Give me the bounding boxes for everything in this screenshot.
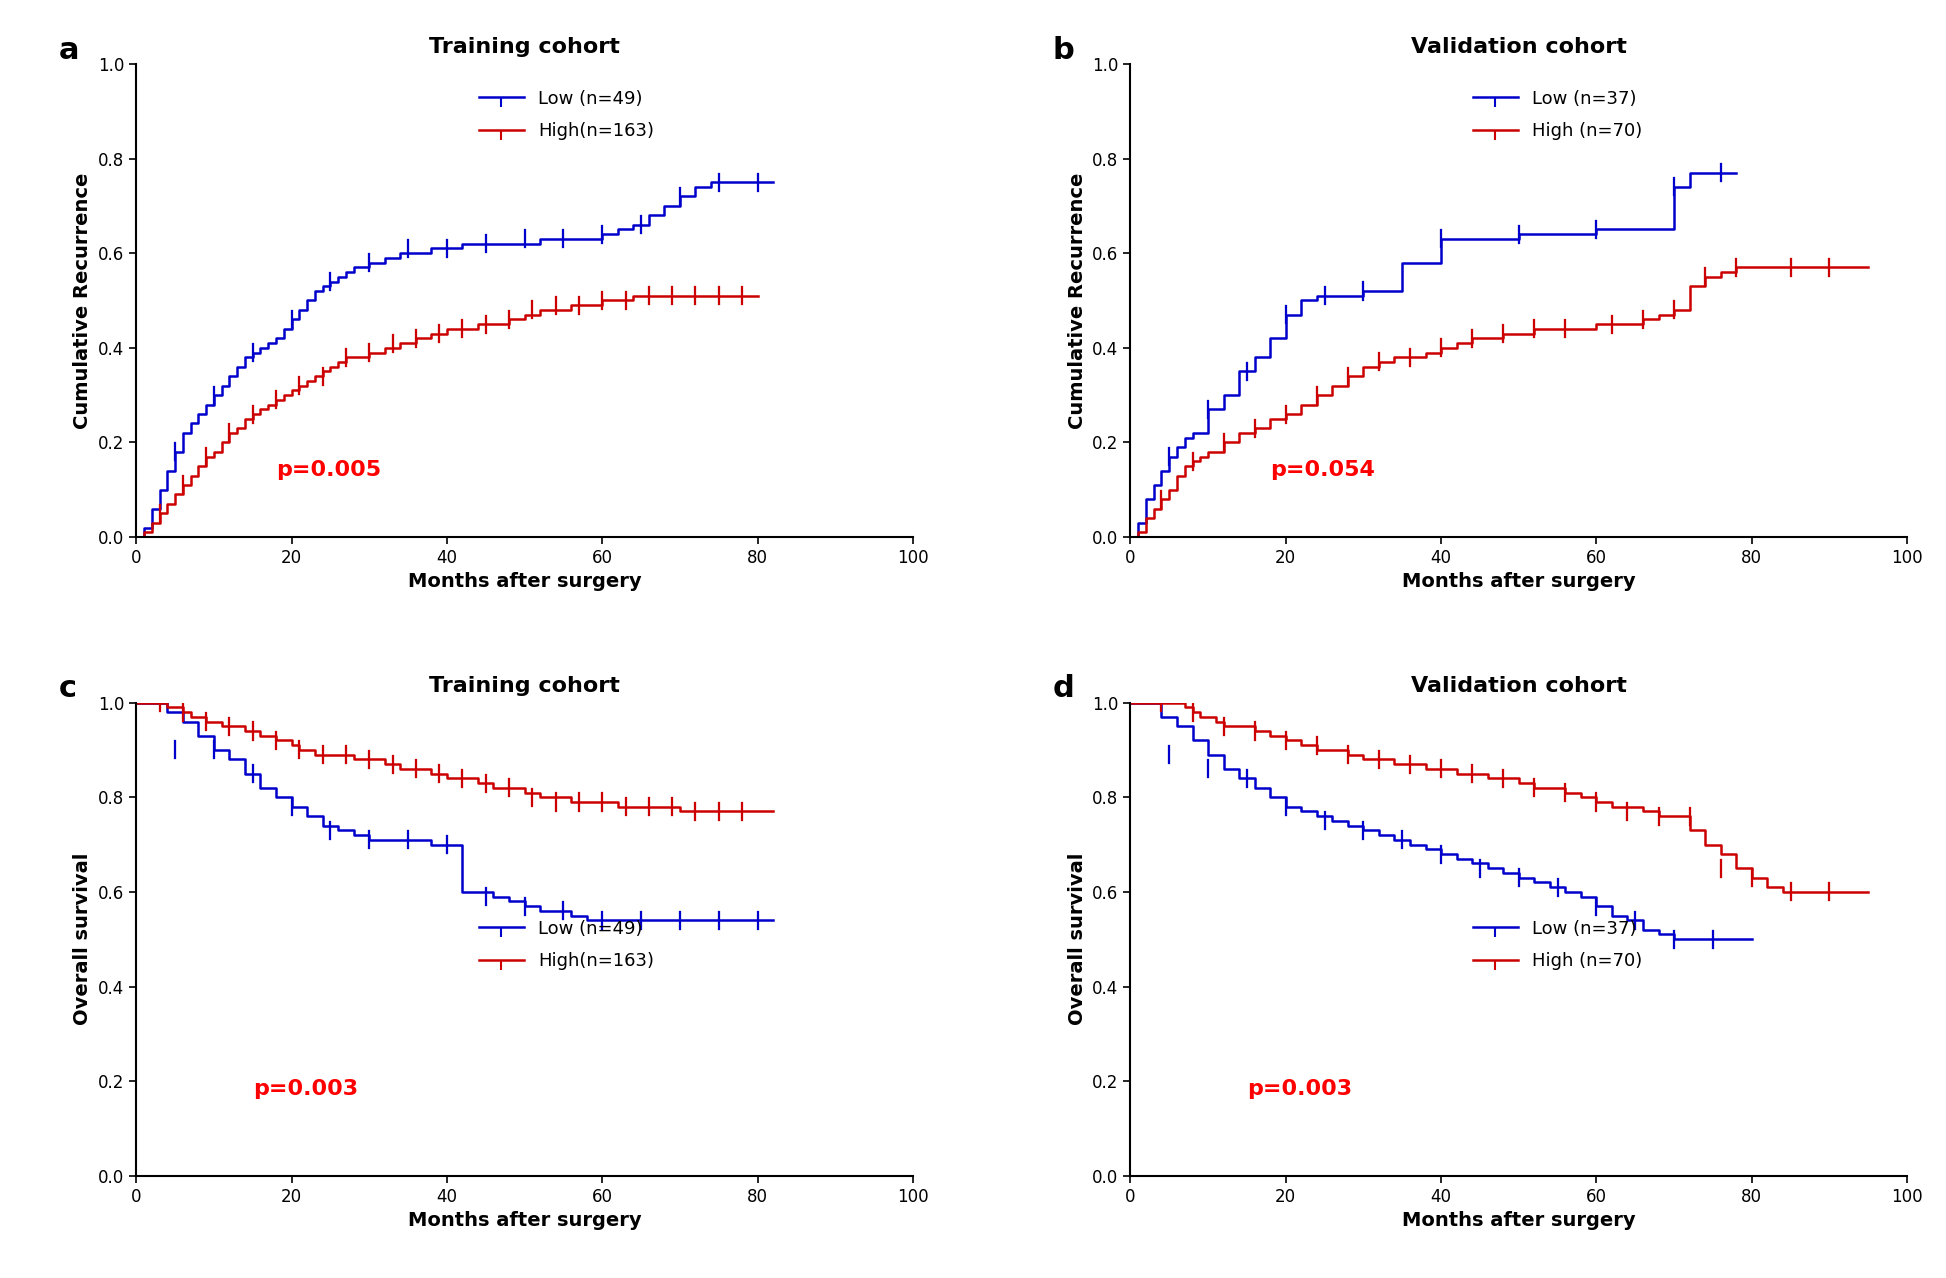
Legend: Low (n=49), High(n=163): Low (n=49), High(n=163) [471, 912, 662, 978]
Text: d: d [1053, 675, 1074, 703]
Title: Validation cohort: Validation cohort [1411, 37, 1627, 56]
Y-axis label: Cumulative Recurrence: Cumulative Recurrence [1068, 173, 1086, 428]
X-axis label: Months after surgery: Months after surgery [409, 1212, 642, 1231]
Legend: Low (n=49), High(n=163): Low (n=49), High(n=163) [471, 82, 662, 147]
Text: a: a [58, 36, 80, 64]
Title: Training cohort: Training cohort [430, 37, 621, 56]
Text: c: c [58, 675, 76, 703]
Title: Validation cohort: Validation cohort [1411, 676, 1627, 695]
Text: p=0.005: p=0.005 [276, 460, 381, 479]
Legend: Low (n=37), High (n=70): Low (n=37), High (n=70) [1465, 912, 1650, 978]
Y-axis label: Overall survival: Overall survival [1068, 852, 1086, 1025]
Legend: Low (n=37), High (n=70): Low (n=37), High (n=70) [1465, 82, 1650, 147]
X-axis label: Months after surgery: Months after surgery [1401, 1212, 1635, 1231]
Text: p=0.003: p=0.003 [1247, 1080, 1352, 1099]
Text: p=0.054: p=0.054 [1271, 460, 1376, 479]
Title: Training cohort: Training cohort [430, 676, 621, 695]
Text: b: b [1053, 36, 1074, 64]
Y-axis label: Overall survival: Overall survival [74, 852, 93, 1025]
X-axis label: Months after surgery: Months after surgery [1401, 573, 1635, 592]
Y-axis label: Cumulative Recurrence: Cumulative Recurrence [74, 173, 93, 428]
X-axis label: Months after surgery: Months after surgery [409, 573, 642, 592]
Text: p=0.003: p=0.003 [253, 1080, 358, 1099]
